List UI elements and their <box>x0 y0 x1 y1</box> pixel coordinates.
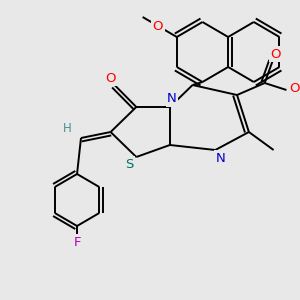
Text: O: O <box>153 20 163 32</box>
Text: O: O <box>270 47 281 61</box>
Text: N: N <box>215 152 225 164</box>
Text: N: N <box>167 92 177 106</box>
Text: H: H <box>63 122 71 136</box>
Text: F: F <box>73 236 81 250</box>
Text: O: O <box>289 82 300 95</box>
Text: O: O <box>105 71 116 85</box>
Text: S: S <box>125 158 134 170</box>
